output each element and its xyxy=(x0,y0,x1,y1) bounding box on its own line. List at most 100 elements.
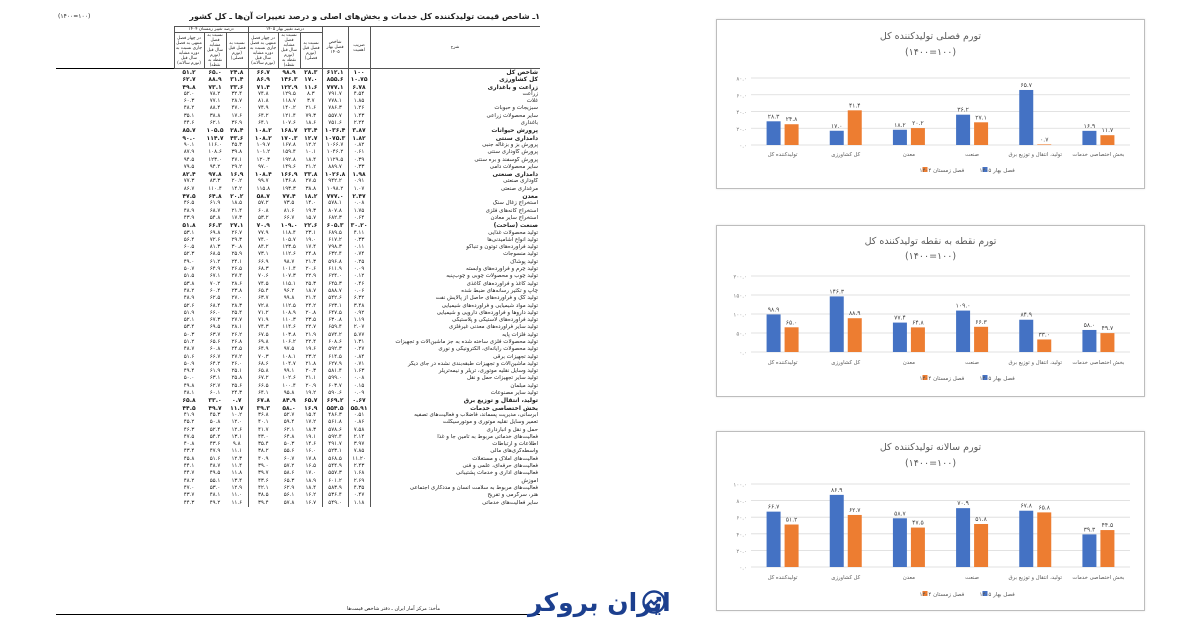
table-row: سبزیجات و حبوبات ۱.۲۶ ۷۸۶.۳ ۲۱.۶ ۱۴۰.۲ ۷۴.۹ ۴۷… xyxy=(56,105,540,113)
col-header-pointwise: نسبت به فصل مشابه سال قبل (تورم نقطه به … xyxy=(203,32,227,69)
category-label: تولید، انتقال و توزیع برق xyxy=(1009,575,1063,581)
row-value-cell: ۸۷.۹ xyxy=(183,149,195,156)
row-spacer-cell xyxy=(56,419,174,426)
row-value-cell: ۷۵۱.۶ xyxy=(321,120,349,128)
row-value-cell: ۵۲.۴ xyxy=(209,426,221,433)
row-spacer-cell xyxy=(56,259,174,266)
row-value-cell: ۳.۹۷ xyxy=(347,441,371,449)
data-label: ۲۰.۲ xyxy=(912,120,924,127)
row-value-cell: ۴۵.۸ xyxy=(183,455,195,462)
row-value-cell: ۱۰۶۶.۷ xyxy=(321,141,349,150)
row-value-cell: ۱۳.۱ xyxy=(231,433,243,440)
row-value-cell: ۵۲.۰ xyxy=(183,90,195,97)
row-value-cell: ۱.۲۶ xyxy=(347,105,371,113)
row-value-cell: ۲.۴۳ xyxy=(347,463,371,471)
row-value-cell: ۰.۷ xyxy=(231,397,242,405)
row-value-cell: ۱۲۲.۹ xyxy=(280,83,298,91)
row-value-cell: ۰.۲۵ xyxy=(347,258,371,267)
row-spacer-cell xyxy=(56,273,174,280)
row-value-cell: ۹۹.۸ xyxy=(283,295,295,302)
chart-title: تورم فصلی تولیدکننده کل xyxy=(880,31,982,42)
row-value-cell: ۶۴.۹ xyxy=(247,346,279,354)
row-value-cell: ۱۰۱.۴ xyxy=(282,266,296,273)
row-label-cell: پرورش حیوانات xyxy=(369,127,540,135)
bar-spring xyxy=(892,518,907,567)
data-label: ۶۴.۸ xyxy=(912,319,924,326)
data-label: ۲۴.۸ xyxy=(786,116,798,123)
row-value-cell: ۱۰۳۶.۴ xyxy=(321,127,349,135)
row-value-cell: ۱۰۲.۶ xyxy=(282,375,296,382)
row-label-cell: آبرسانی، مدیریت پسماند، فاضلاب و فعالیت‌… xyxy=(369,411,540,420)
table-row: تولید مبلمان ۰.۱۵ ۶۰۳.۷ ۲۰.۹ ۱۰۰.۴ ۶۶.۵ ۲۵.۶ ۶۲… xyxy=(56,382,540,391)
row-value-cell: ۶۶.۰ xyxy=(209,309,221,316)
table-row: تولید سایر مصنوعات ۰.۰۹ ۵۹۰.۶ ۱۹.۲ ۹۵.۸ ۶۴.۱ ۲… xyxy=(56,390,540,398)
row-value-cell: ۳۵.۴ xyxy=(247,441,279,449)
row-label-cell: تولید، انتقال و توزیع برق xyxy=(369,397,540,405)
row-value-cell: ۱۶۷.۸ xyxy=(282,141,296,148)
row-value-cell: ۶۹.۸ xyxy=(247,338,279,347)
bar-winter xyxy=(1037,339,1052,352)
chart-subtitle: (۱۴۰۰=۱۰۰) xyxy=(905,47,956,58)
row-value-cell: ۱۹.۳ xyxy=(305,207,317,214)
row-value-cell: ۱۲.۰ xyxy=(231,419,243,426)
row-value-cell: ۱۶.۹ xyxy=(304,404,318,412)
row-value-cell: ۴۵.۳ xyxy=(231,141,243,148)
legend-swatch-winter xyxy=(922,375,928,380)
table-row: تولید منسوجات ۰.۷۴ ۶۳۲.۴ ۲۴.۸ ۱۱۲.۶ ۷۳.۱ ۲۵.۹ ۶… xyxy=(56,251,540,259)
row-value-cell: ۰.۰۸ xyxy=(347,200,371,208)
row-value-cell: ۶۰.۸ xyxy=(209,346,221,353)
data-label: ۵۸.۷ xyxy=(894,510,906,517)
bar-winter xyxy=(1037,512,1052,567)
row-label-cell: فعالیت‌های اداری و خدمات پشتیبانی xyxy=(369,470,540,478)
data-label: ۱۱.۷ xyxy=(1102,127,1114,134)
row-value-cell: ۶۴.۹ xyxy=(209,266,221,273)
row-label-cell: صنعت (ساخت) xyxy=(369,222,540,230)
row-label-cell: اطلاعات و ارتباطات xyxy=(369,441,540,449)
bar-winter xyxy=(784,524,799,567)
row-value-cell: ۳۶.۹ xyxy=(231,120,243,127)
table-row: تولید محصولات فلزی ساخته شده به جز ماشین… xyxy=(56,338,540,347)
annual-inflation-chart: تورم سالانه تولیدکننده کل (۱۴۰۰=۱۰۰) ۰.۰ ۲۰… xyxy=(733,442,1130,598)
table-row: کل کشاورزی ۱۰.۷۵ ۸۵۵.۶ ۱۷.۰ ۱۴۶.۳ ۸۶.۹ ۳۱.۴ ۸۸.… xyxy=(56,76,540,84)
table-row: تولید فلزات پایه ۵.۷۷ ۵۷۴.۲ ۲۱.۹ ۱۰۳.۸ ۶۷.۵ ۲۶… xyxy=(56,331,540,339)
row-value-cell: ۵۲.۶ xyxy=(183,302,195,309)
col-header-quarterly: نسبت به فصل قبل (تورم فصلی) xyxy=(225,32,249,69)
row-value-cell: ۳۸.۸ xyxy=(209,112,221,119)
row-label-cell: تولید داروها و فرآورده‌های دارویی و شیمی… xyxy=(369,309,540,318)
data-label: ۱۶.۹ xyxy=(1084,123,1096,130)
bar-spring xyxy=(1082,534,1097,567)
row-label-cell: تولید کک و فرآورده‌های حاصل از پالایش نف… xyxy=(369,295,540,303)
row-value-cell: ۵۸.۷ xyxy=(247,193,279,201)
row-value-cell: ۶۹.۸ xyxy=(209,229,221,236)
row-value-cell: ۲۱.۴ xyxy=(305,295,317,302)
row-value-cell: ۶۳۲.۴ xyxy=(321,251,349,259)
quarterly-inflation-chart: تورم فصلی تولیدکننده کل (۱۴۰۰=۱۰۰) ۰.۰ ۲۰.۰… xyxy=(736,31,1130,174)
y-tick-label: ۲۰.۰ xyxy=(736,127,747,133)
row-label-cell: تولید محصولات فلزی ساخته شده به جز ماشین… xyxy=(369,338,540,347)
row-value-cell: ۰.۱۱ xyxy=(347,244,371,252)
row-value-cell: ۰.۰۹ xyxy=(347,390,371,398)
y-tick-label: ۶۰.۰ xyxy=(736,516,747,522)
data-label: ۱۴۶.۳ xyxy=(829,288,845,295)
row-value-cell: ۱۶۶.۹ xyxy=(280,171,298,179)
table-row: تولید کک و فرآورده‌های حاصل از پالایش نف… xyxy=(56,295,540,303)
table-source: مأخذ: مرکز آمار ایران ـ دفتر شاخص قیمت‌ه… xyxy=(346,606,440,612)
row-value-cell: ۴۸.۹ xyxy=(183,207,195,214)
row-value-cell: ۲۰.۸ xyxy=(305,309,317,316)
row-value-cell: ۱۲.۹ xyxy=(231,484,243,491)
row-value-cell: ۷۸۶.۳ xyxy=(321,105,349,113)
row-value-cell: ۷۱.۹ xyxy=(247,317,279,325)
row-value-cell: ۱۹.۶ xyxy=(305,346,317,353)
table-row: سایر فعالیت‌های خدماتی ۱.۱۸ ۵۴۹.۰ ۱۶.۷ ۵۷.۸ ۳… xyxy=(56,499,540,507)
col-header-annual: در چهار فصل منتهی به فصل جاری نسبت به دو… xyxy=(173,32,205,69)
row-spacer-cell xyxy=(56,383,174,390)
chart-subtitle: (۱۴۰۰=۱۰۰) xyxy=(905,251,956,262)
row-value-cell: ۶۵.۸ xyxy=(247,368,279,376)
row-value-cell: ۶۰۵.۳ xyxy=(321,222,349,230)
row-spacer-cell xyxy=(56,105,174,112)
row-value-cell: ۶۰۱.۲ xyxy=(321,477,349,485)
row-value-cell: ۶۴.۸ xyxy=(208,193,222,201)
legend-swatch-winter xyxy=(922,591,928,596)
row-spacer-cell xyxy=(56,230,174,237)
y-tick-label: ۱۰۰.۰ xyxy=(733,313,747,319)
